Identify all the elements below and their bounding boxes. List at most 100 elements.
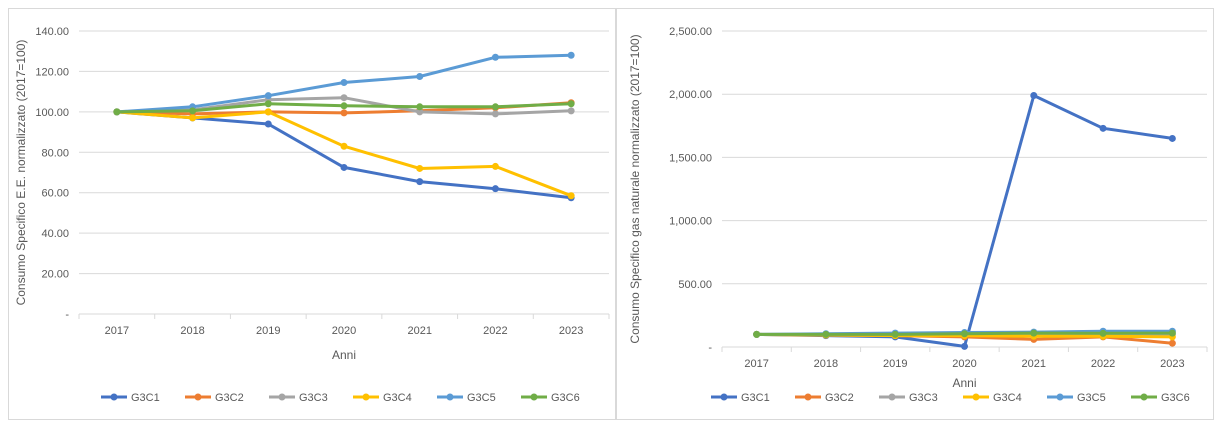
data-point-g3c4 — [416, 164, 424, 172]
y-tick-label: 2,500.00 — [669, 26, 712, 38]
x-tick-label: 2018 — [180, 325, 204, 337]
x-tick-label: 2018 — [814, 358, 838, 370]
chart-panel-gas: - 500.00 1,000.00 1,500.00 2,000.00 2,500.00 2… — [616, 8, 1214, 420]
legend-label: G3C5 — [1077, 392, 1106, 404]
data-point-g3c6 — [491, 103, 499, 111]
legend-label: G3C3 — [909, 392, 938, 404]
y-tick-label: 1,000.00 — [669, 216, 712, 228]
data-point-g3c3 — [340, 94, 348, 102]
data-point-g3c1 — [340, 163, 348, 171]
series-line-g3c4 — [116, 110, 572, 198]
chart-gas: - 500.00 1,000.00 1,500.00 2,000.00 2,500.00 2… — [628, 26, 1208, 404]
data-point-g3c5 — [567, 51, 575, 59]
data-point-g3c5 — [491, 53, 499, 61]
data-point-g3c6 — [891, 330, 899, 338]
data-point-g3c6 — [416, 103, 424, 111]
data-point-g3c1 — [416, 178, 424, 186]
x-tick-label: 2020 — [952, 358, 976, 370]
data-point-g3c6 — [961, 330, 968, 338]
y-axis-title: Consumo Specifico E.E. normalizzato (201… — [14, 40, 28, 306]
data-point-g3c3 — [567, 107, 575, 115]
legend-swatch-marker — [278, 393, 286, 401]
y-tick-label: 2,000.00 — [669, 89, 712, 101]
y-tick-label: 140.00 — [35, 26, 69, 38]
data-point-g3c6 — [113, 108, 121, 116]
data-point-g3c5 — [340, 79, 348, 87]
y-tick-label: 80.00 — [41, 147, 69, 159]
legend-label: G3C1 — [741, 392, 770, 404]
data-point-g3c1 — [1030, 91, 1038, 99]
legend-swatch-marker — [530, 393, 538, 401]
legend-swatch-marker — [110, 393, 118, 401]
legend-swatch-marker — [972, 393, 980, 401]
y-tick-label: 500.00 — [678, 279, 712, 291]
series-line-g3c1 — [116, 110, 572, 200]
x-tick-label: 2019 — [256, 325, 280, 337]
x-axis-title: Anni — [332, 348, 356, 362]
data-point-g3c6 — [822, 330, 830, 338]
data-point-g3c6 — [1168, 329, 1176, 337]
data-point-g3c6 — [567, 100, 575, 108]
data-point-g3c5 — [264, 92, 272, 100]
x-tick-label: 2017 — [744, 358, 768, 370]
x-tick-label: 2021 — [407, 325, 431, 337]
legend-swatch-marker — [194, 393, 202, 401]
x-tick-label: 2021 — [1022, 358, 1046, 370]
data-point-g3c2 — [340, 109, 348, 117]
y-tick-label: 40.00 — [41, 228, 69, 240]
legend-label: G3C6 — [551, 392, 580, 404]
y-tick-label: 120.00 — [35, 66, 69, 78]
data-point-g3c6 — [189, 107, 197, 115]
chart-electricity: - 20.00 40.00 60.00 80.00 100.00 120.00 140.00 2… — [14, 26, 610, 404]
data-point-g3c6 — [1099, 329, 1107, 337]
data-point-g3c1 — [1099, 124, 1107, 132]
legend-label: G3C1 — [131, 392, 160, 404]
legend-label: G3C6 — [1161, 392, 1190, 404]
data-point-g3c4 — [567, 192, 575, 200]
data-point-g3c6 — [1030, 329, 1038, 337]
data-point-g3c4 — [264, 108, 272, 116]
data-point-g3c2 — [1168, 339, 1176, 347]
legend-swatch-marker — [362, 393, 370, 401]
y-tick-label: 60.00 — [41, 188, 69, 200]
legend-label: G3C4 — [383, 392, 412, 404]
data-point-g3c1 — [1168, 134, 1176, 142]
data-point-g3c1 — [264, 120, 272, 128]
chart-panel-electricity: - 20.00 40.00 60.00 80.00 100.00 120.00 140.00 2… — [8, 8, 616, 420]
x-tick-label: 2022 — [483, 325, 507, 337]
legend-label: G3C3 — [299, 392, 328, 404]
legend-label: G3C4 — [993, 392, 1022, 404]
data-point-g3c6 — [264, 100, 272, 108]
x-tick-label: 2020 — [332, 325, 356, 337]
y-tick-label: 20.00 — [41, 269, 69, 281]
data-point-g3c5 — [416, 72, 424, 80]
legend-label: G3C2 — [215, 392, 244, 404]
legend-swatch-marker — [804, 393, 812, 401]
legend-swatch-marker — [888, 393, 896, 401]
data-point-g3c6 — [753, 330, 761, 338]
legend-swatch-marker — [1140, 393, 1148, 401]
data-point-g3c4 — [189, 114, 197, 122]
x-tick-label: 2017 — [105, 325, 129, 337]
x-axis-title: Anni — [952, 376, 976, 390]
data-point-g3c3 — [416, 108, 424, 116]
y-axis-title: Consumo Specifico gas naturale normalizz… — [628, 34, 642, 343]
legend-swatch-marker — [720, 393, 728, 401]
y-tick-label: - — [708, 342, 712, 354]
y-tick-label: - — [65, 309, 69, 321]
y-tick-label: 100.00 — [35, 107, 69, 119]
x-tick-label: 2022 — [1091, 358, 1115, 370]
data-point-g3c3 — [491, 110, 499, 118]
data-point-g3c4 — [340, 142, 348, 150]
legend-label: G3C5 — [467, 392, 496, 404]
data-point-g3c1 — [961, 342, 968, 350]
legend-label: G3C2 — [825, 392, 854, 404]
legend-swatch-marker — [1056, 393, 1064, 401]
data-point-g3c6 — [340, 102, 348, 110]
data-point-g3c1 — [491, 185, 499, 193]
data-point-g3c4 — [491, 162, 499, 170]
y-tick-label: 1,500.00 — [669, 152, 712, 164]
x-tick-label: 2023 — [1160, 358, 1184, 370]
x-tick-label: 2023 — [559, 325, 583, 337]
